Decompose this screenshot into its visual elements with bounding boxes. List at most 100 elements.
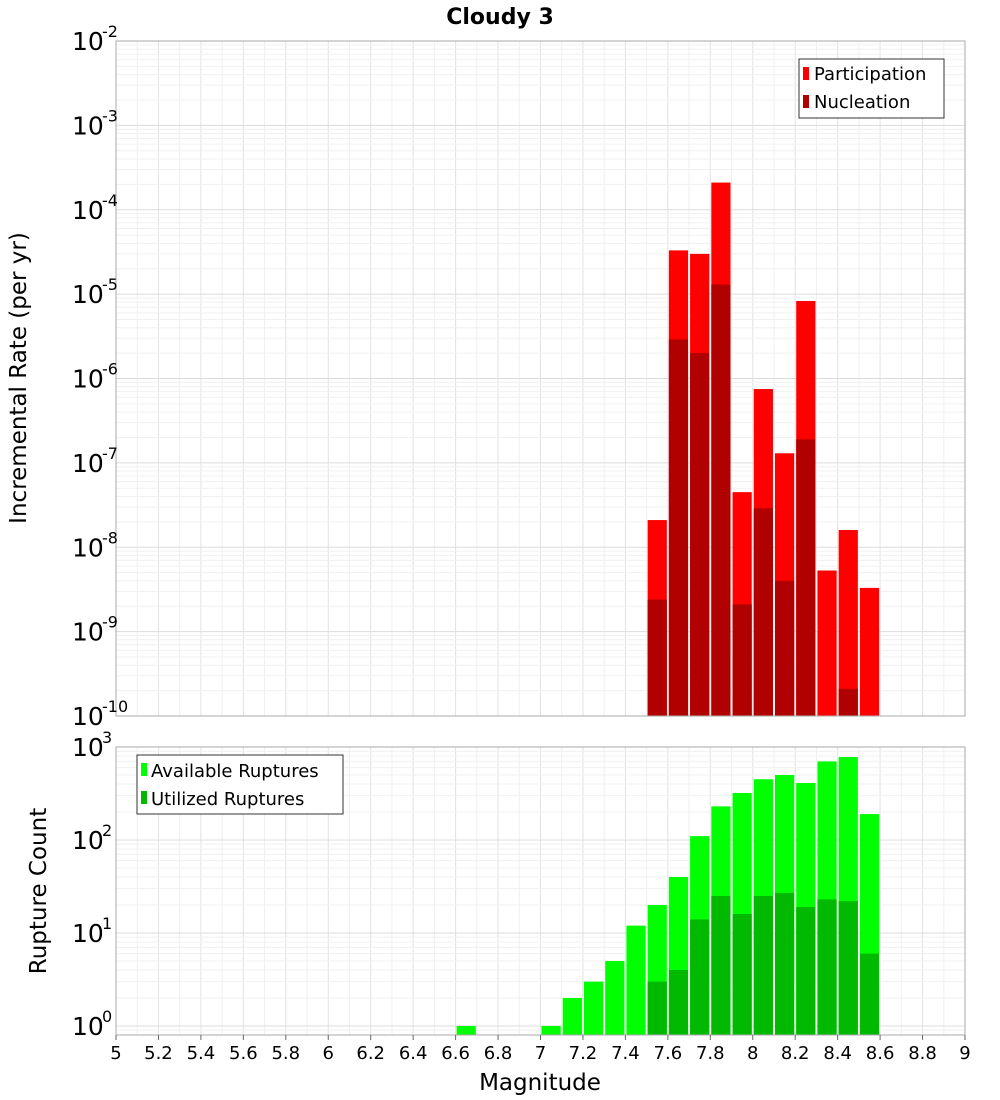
bar-available-ruptures — [541, 1025, 561, 1035]
x-tick-label: 8.4 — [823, 1043, 852, 1064]
nucleation-legend-swatch — [803, 95, 809, 108]
bar-participation — [859, 587, 880, 716]
available-legend-swatch — [141, 763, 147, 776]
y-tick-exponent: 3 — [102, 728, 112, 747]
bar-inner-nucleation — [711, 284, 731, 716]
rate-y-axis-label: Incremental Rate (per yr) — [6, 232, 32, 524]
bar-inner-nucleation — [774, 580, 795, 716]
x-tick-label: 7.4 — [611, 1043, 640, 1064]
rate-plot-frame — [115, 40, 966, 717]
x-axis-label: Magnitude — [479, 1070, 601, 1096]
bar-inner-utilized-ruptures — [732, 914, 752, 1035]
rate-legend: Participation Nucleation — [798, 58, 945, 119]
y-tick-label: 10 — [72, 702, 104, 731]
y-tick-label: 10 — [72, 733, 104, 762]
y-tick-exponent: -9 — [102, 613, 118, 632]
bar-inner-utilized-ruptures — [774, 892, 795, 1035]
bar-inner-nucleation — [796, 439, 816, 716]
bar-inner-nucleation — [668, 339, 689, 716]
y-tick-exponent: 2 — [102, 821, 112, 840]
bar-inner-nucleation — [732, 604, 752, 716]
x-tick-label: 8.2 — [781, 1043, 810, 1064]
y-tick-label: 10 — [72, 1012, 104, 1041]
y-tick-exponent: -10 — [102, 697, 128, 716]
y-tick-label: 10 — [72, 919, 104, 948]
y-tick-label: 10 — [72, 27, 104, 56]
bar-inner-utilized-ruptures — [838, 901, 858, 1035]
x-tick-label: 7.6 — [654, 1043, 683, 1064]
nucleation-legend-label: Nucleation — [814, 92, 910, 113]
x-tick-label: 6.2 — [356, 1043, 385, 1064]
bar-inner-utilized-ruptures — [647, 981, 667, 1035]
y-tick-label: 10 — [72, 533, 104, 562]
y-tick-exponent: -7 — [102, 444, 118, 463]
rupture-legend-box — [136, 754, 344, 815]
y-tick-exponent: 1 — [102, 914, 112, 933]
bar-inner-nucleation — [753, 508, 773, 716]
x-tick-label: 8 — [747, 1043, 758, 1064]
bar-available-ruptures — [562, 997, 582, 1035]
bar-inner-nucleation — [647, 599, 667, 716]
y-tick-label: 10 — [72, 280, 104, 309]
bar-inner-utilized-ruptures — [668, 969, 689, 1035]
utilized-legend-label: Utilized Ruptures — [151, 789, 304, 810]
rupture-plot-bars — [456, 757, 880, 1035]
y-tick-label: 10 — [72, 111, 104, 140]
x-axis-ticks: 5 5.2 5.4 5.6 5.8 6 6.2 6.4 6.6 6.8 7 7.2 7.4 7.6 7.8 8… — [110, 1035, 971, 1064]
bar-inner-utilized-ruptures — [711, 895, 731, 1035]
available-legend-label: Available Ruptures — [151, 761, 319, 782]
y-tick-exponent: -4 — [102, 191, 118, 210]
x-tick-label: 5.4 — [187, 1043, 216, 1064]
x-tick-label: 7.2 — [569, 1043, 598, 1064]
rupture-y-axis-label: Rupture Count — [26, 808, 52, 974]
x-tick-label: 5 — [110, 1043, 121, 1064]
bar-inner-utilized-ruptures — [859, 953, 880, 1035]
bar-available-ruptures — [456, 1025, 476, 1035]
bar-inner-nucleation — [838, 688, 858, 716]
x-tick-label: 9 — [959, 1043, 970, 1064]
x-tick-label: 6.6 — [441, 1043, 470, 1064]
rate-legend-box — [798, 58, 945, 119]
bar-inner-utilized-ruptures — [796, 907, 816, 1035]
rate-plot-bars — [647, 182, 880, 717]
y-tick-label: 10 — [72, 196, 104, 225]
chart-title: Cloudy 3 — [446, 5, 554, 30]
y-tick-exponent: -6 — [102, 360, 118, 379]
utilized-legend-swatch — [141, 791, 147, 804]
x-tick-label: 6.4 — [399, 1043, 428, 1064]
y-tick-exponent: 0 — [102, 1007, 112, 1026]
x-tick-label: 8.8 — [908, 1043, 937, 1064]
y-tick-label: 10 — [72, 365, 104, 394]
bar-inner-utilized-ruptures — [753, 895, 773, 1035]
x-tick-label: 5.6 — [229, 1043, 258, 1064]
bar-inner-utilized-ruptures — [690, 919, 710, 1035]
x-tick-label: 7 — [535, 1043, 546, 1064]
x-tick-label: 7.8 — [696, 1043, 725, 1064]
bar-available-ruptures — [626, 925, 646, 1035]
x-tick-label: 5.2 — [144, 1043, 173, 1064]
y-tick-exponent: -2 — [102, 22, 118, 41]
y-tick-exponent: -5 — [102, 275, 118, 294]
bar-inner-nucleation — [690, 353, 710, 716]
bar-participation — [838, 530, 858, 716]
y-tick-label: 10 — [72, 449, 104, 478]
x-tick-label: 6 — [323, 1043, 334, 1064]
y-tick-exponent: -8 — [102, 528, 118, 547]
x-tick-label: 5.8 — [271, 1043, 300, 1064]
bar-inner-utilized-ruptures — [817, 899, 837, 1035]
bar-participation — [817, 570, 837, 716]
y-tick-label: 10 — [72, 826, 104, 855]
y-tick-label: 10 — [72, 618, 104, 647]
y-tick-exponent: -3 — [102, 106, 118, 125]
bar-available-ruptures — [605, 960, 625, 1035]
participation-legend-swatch — [803, 67, 809, 80]
x-tick-label: 6.8 — [484, 1043, 513, 1064]
x-tick-label: 8.6 — [866, 1043, 895, 1064]
bar-available-ruptures — [583, 981, 604, 1035]
rate-plot-grid — [115, 41, 966, 717]
